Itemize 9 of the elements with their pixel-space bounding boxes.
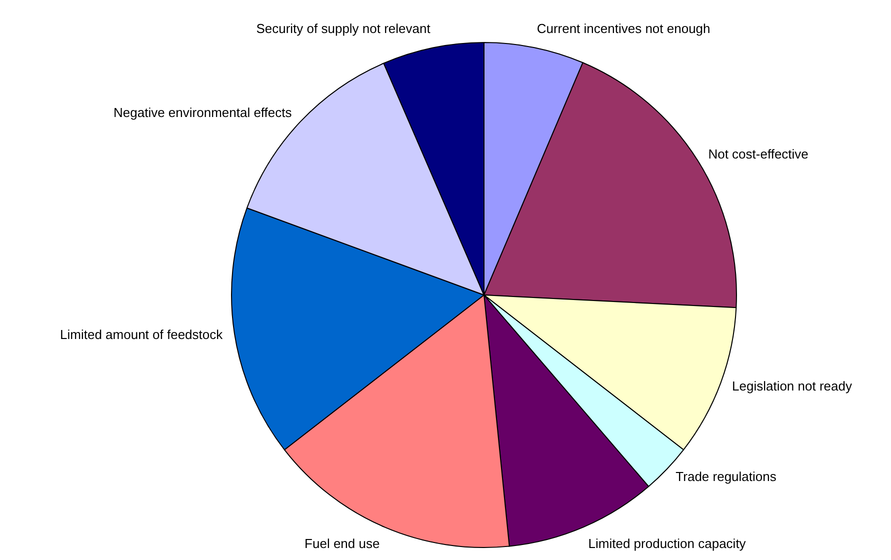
slice-label: Legislation not ready — [732, 378, 852, 394]
slice-label: Negative environmental effects — [114, 104, 292, 120]
slice-label: Trade regulations — [676, 468, 777, 484]
slice-label: Current incentives not enough — [536, 20, 710, 36]
slice-label: Fuel end use — [304, 536, 380, 552]
slice-label: Not cost-effective — [708, 146, 808, 162]
slice-label: Limited production capacity — [588, 536, 746, 552]
slice-label: Limited amount of feedstock — [60, 327, 224, 342]
slice-label: Security of supply not relevant — [256, 21, 431, 36]
